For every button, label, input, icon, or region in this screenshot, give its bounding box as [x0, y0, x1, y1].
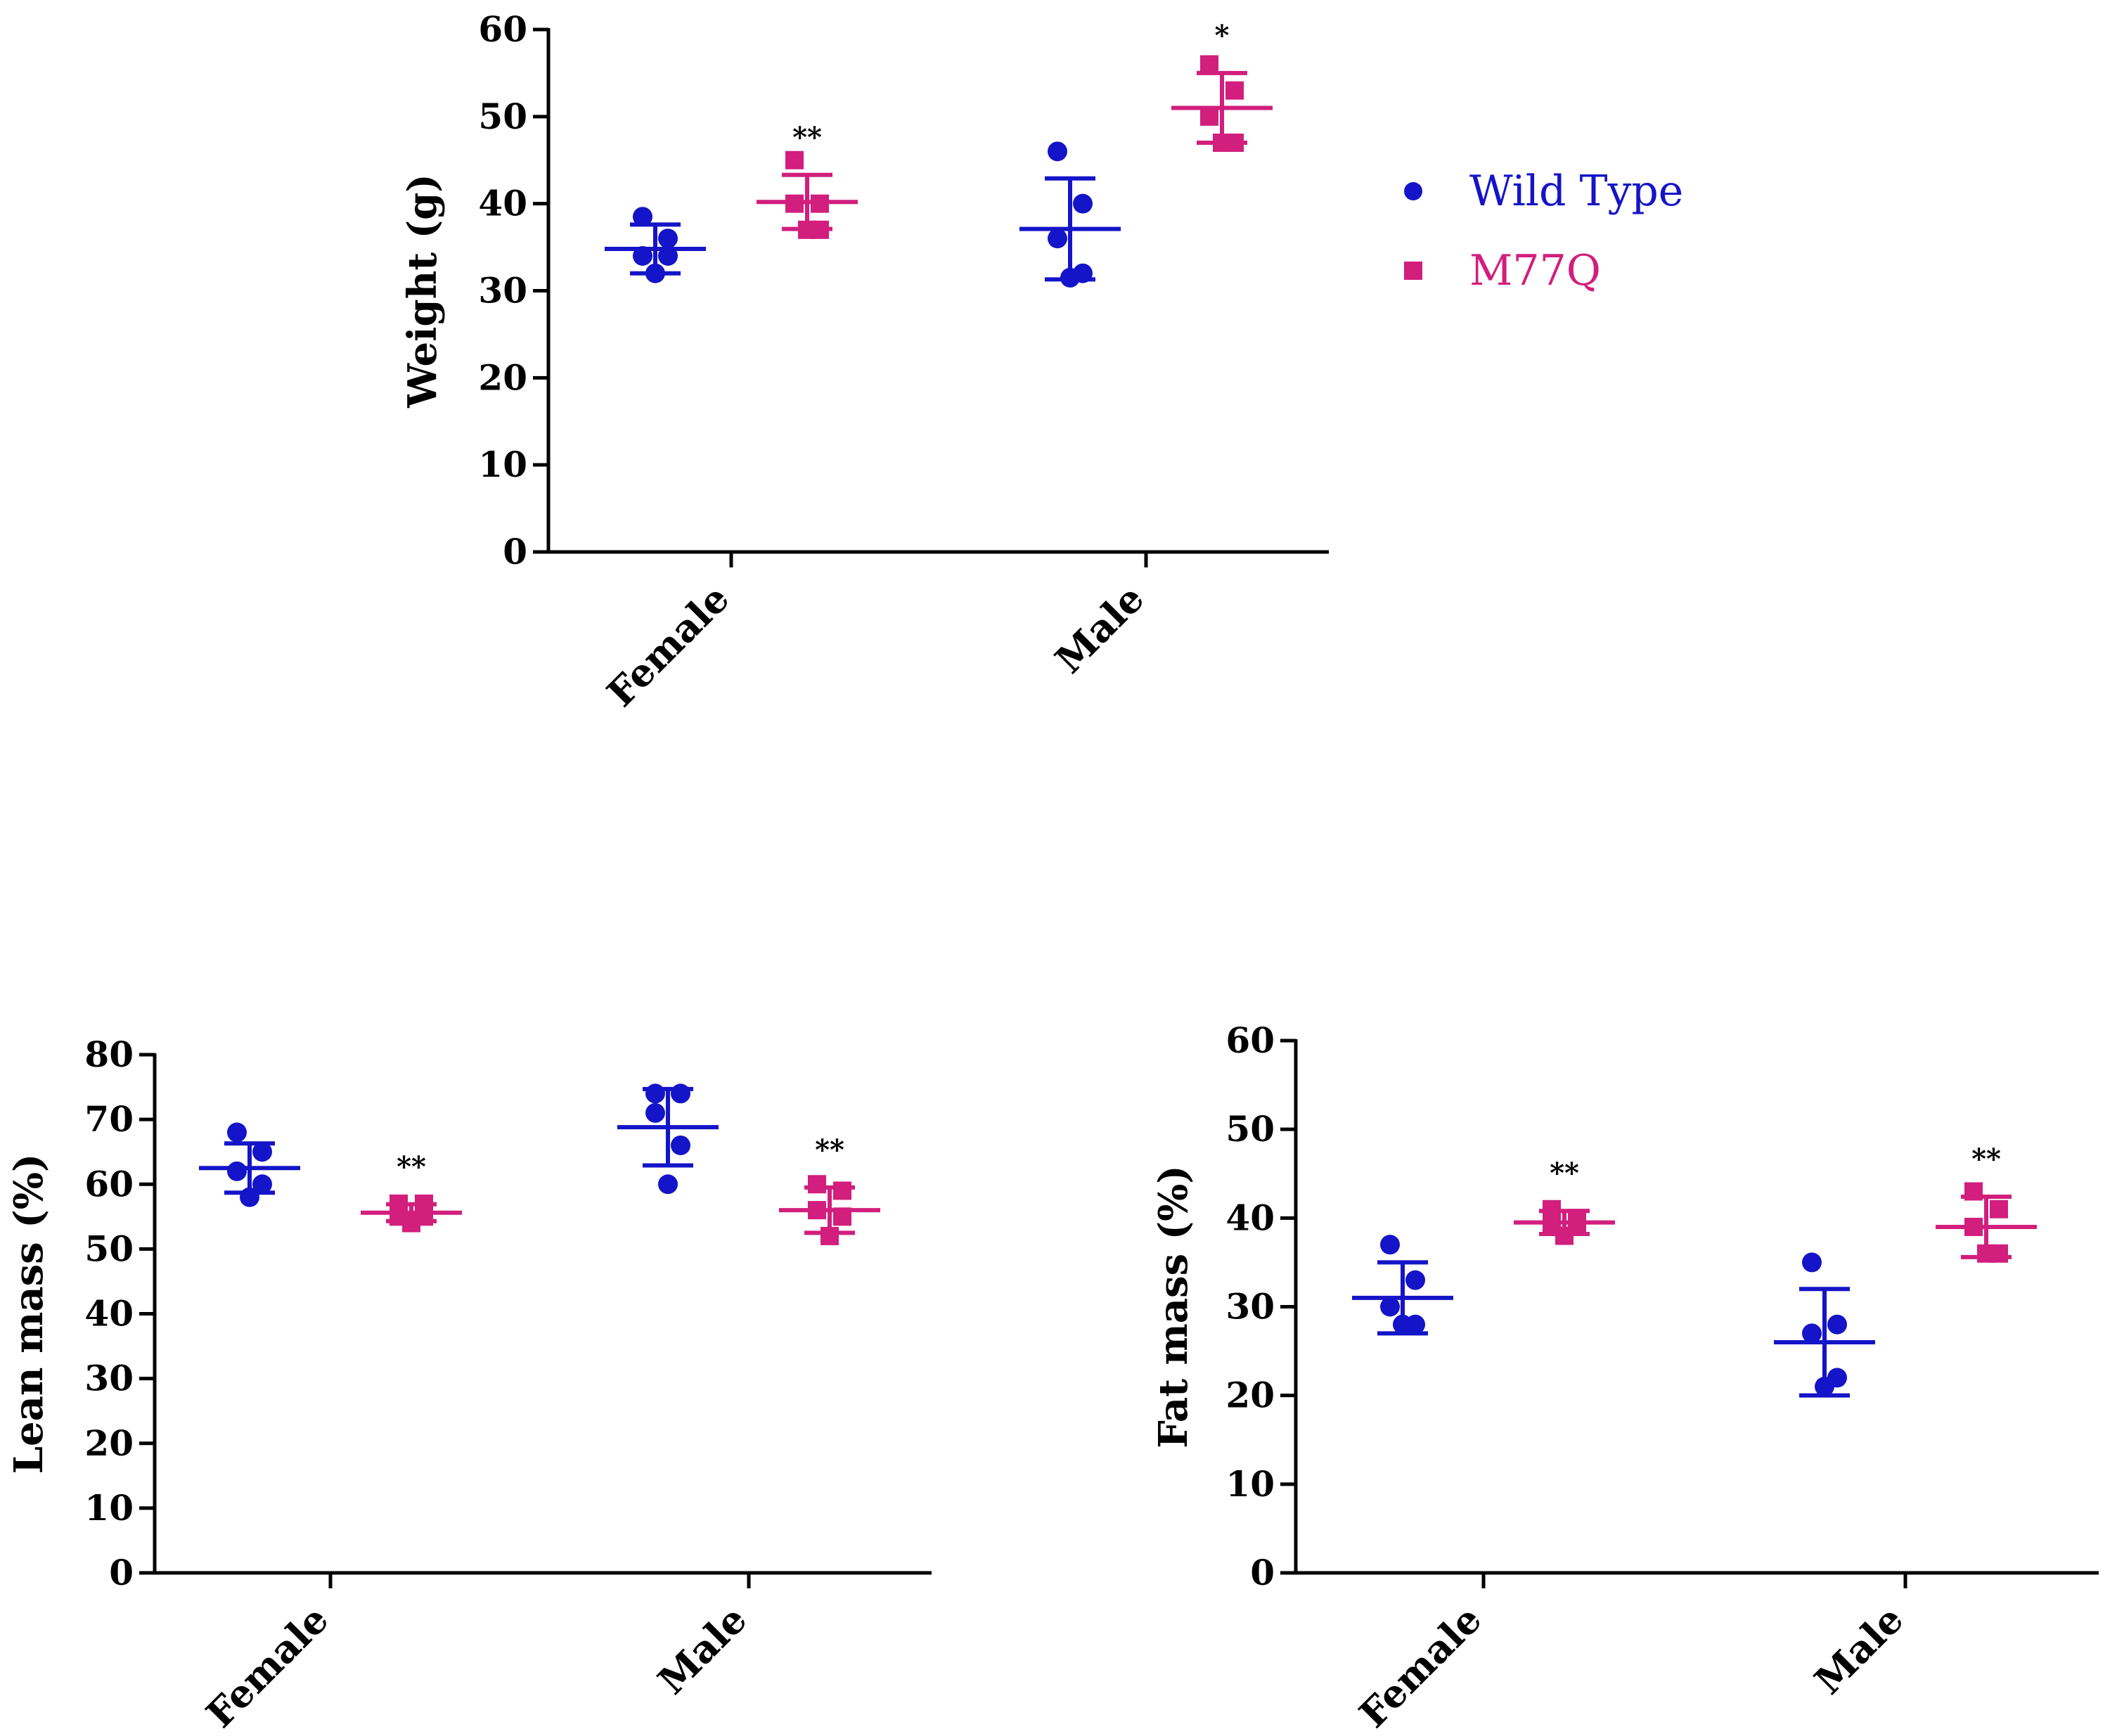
- data-point-m77q-male: [1225, 81, 1244, 100]
- y-tick-label: 20: [84, 1422, 134, 1464]
- data-point-m77q-male: [808, 1201, 826, 1220]
- data-point-m77q-male: [1964, 1182, 1983, 1201]
- data-point-wild-type-male: [671, 1084, 690, 1104]
- data-point-m77q-female: [811, 194, 829, 213]
- fat-mass-chart: 0 10 20 30 40 50 60 Fat mass (%) Female Male ** **: [1150, 1020, 2099, 1736]
- data-point-wild-type-female: [633, 245, 652, 266]
- significance-label-m77q-female: **: [792, 121, 822, 154]
- legend-label-m77q: M77Q: [1469, 246, 1601, 295]
- y-tick-label: 50: [84, 1228, 134, 1269]
- y-tick-label: 60: [478, 8, 527, 50]
- significance-label-m77q-female: **: [1550, 1157, 1579, 1190]
- legend: Wild Type M77Q: [1404, 167, 1683, 295]
- y-tick-label: 40: [478, 183, 527, 224]
- x-tick-label-male: Male: [1046, 576, 1152, 682]
- y-axis-title: Fat mass (%): [1150, 1165, 1197, 1448]
- x-tick-label-female: Female: [1351, 1597, 1491, 1736]
- data-point-wild-type-male: [658, 1174, 678, 1195]
- y-tick-label: 20: [478, 356, 527, 398]
- data-point-m77q-male: [1200, 107, 1218, 126]
- data-point-wild-type-female: [1380, 1297, 1400, 1317]
- data-point-wild-type-male: [1048, 229, 1067, 249]
- data-point-wild-type-male: [1815, 1377, 1834, 1397]
- data-point-wild-type-male: [1073, 193, 1093, 214]
- data-point-wild-type-male: [1802, 1252, 1822, 1273]
- y-tick-label: 70: [84, 1098, 134, 1140]
- data-point-m77q-male: [1964, 1217, 1983, 1236]
- y-axis-title: Lean mass (%): [6, 1154, 52, 1474]
- data-point-m77q-male: [1977, 1244, 1995, 1263]
- significance-label-m77q-male: **: [1971, 1143, 2001, 1176]
- data-point-m77q-female: [785, 150, 804, 169]
- data-point-wild-type-female: [1405, 1270, 1425, 1290]
- data-point-m77q-female: [798, 220, 816, 239]
- data-point-wild-type-male: [1048, 141, 1067, 162]
- data-point-wild-type-male: [645, 1084, 665, 1104]
- data-point-m77q-male: [833, 1181, 851, 1200]
- data-point-m77q-female: [1555, 1226, 1574, 1245]
- y-tick-label: 50: [1225, 1108, 1275, 1150]
- data-point-wild-type-female: [1393, 1314, 1413, 1335]
- data-point-wild-type-female: [645, 263, 665, 283]
- data-point-wild-type-female: [633, 207, 652, 227]
- data-point-m77q-male: [821, 1226, 839, 1245]
- data-point-wild-type-female: [252, 1142, 272, 1162]
- x-tick-label-female: Female: [598, 576, 738, 716]
- legend-label-wild-type: Wild Type: [1469, 167, 1683, 216]
- x-tick-label-female: Female: [198, 1597, 337, 1736]
- y-tick-label: 0: [503, 531, 527, 572]
- data-point-wild-type-female: [252, 1174, 272, 1195]
- y-tick-label: 0: [109, 1552, 134, 1593]
- y-axis-title: Weight (g): [399, 174, 446, 409]
- y-tick-label: 60: [1225, 1020, 1275, 1061]
- significance-label-m77q-female: **: [397, 1150, 426, 1183]
- legend-marker-wild-type: [1404, 182, 1422, 200]
- x-tick-label-male: Male: [1806, 1597, 1912, 1703]
- data-point-m77q-male: [1213, 133, 1231, 152]
- y-tick-label: 10: [478, 444, 527, 485]
- data-point-wild-type-female: [1380, 1235, 1400, 1255]
- data-point-wild-type-male: [1827, 1314, 1847, 1335]
- y-tick-label: 10: [1225, 1463, 1275, 1505]
- data-point-wild-type-female: [227, 1161, 247, 1181]
- data-point-wild-type-female: [240, 1187, 259, 1207]
- data-point-wild-type-male: [645, 1102, 665, 1123]
- y-tick-label: 40: [84, 1293, 134, 1335]
- data-point-wild-type-female: [227, 1122, 247, 1143]
- y-tick-label: 20: [1225, 1375, 1275, 1416]
- data-point-m77q-male: [833, 1207, 851, 1226]
- y-tick-label: 50: [478, 96, 527, 137]
- y-tick-label: 40: [1225, 1197, 1275, 1238]
- y-tick-label: 60: [84, 1163, 134, 1204]
- significance-label-m77q-male: *: [1215, 19, 1230, 52]
- data-point-m77q-female: [1543, 1200, 1561, 1219]
- y-tick-label: 10: [84, 1487, 134, 1529]
- data-point-wild-type-female: [658, 245, 678, 266]
- lean-mass-chart: 0 10 20 30 40 50 60 70 80 Lean mass (%) Female Male…: [6, 1034, 932, 1736]
- data-point-m77q-male: [1990, 1200, 2008, 1219]
- data-point-m77q-male: [1200, 55, 1218, 74]
- data-point-m77q-female: [402, 1214, 420, 1233]
- data-point-wild-type-male: [1060, 267, 1080, 288]
- significance-label-m77q-male: **: [815, 1133, 844, 1166]
- data-point-wild-type-male: [671, 1135, 690, 1155]
- data-point-m77q-female: [785, 194, 804, 213]
- y-tick-label: 0: [1250, 1552, 1275, 1593]
- data-point-wild-type-male: [1802, 1323, 1822, 1344]
- y-tick-label: 80: [84, 1034, 134, 1075]
- x-tick-label-male: Male: [649, 1597, 755, 1703]
- data-point-m77q-male: [808, 1175, 826, 1194]
- legend-marker-m77q: [1404, 262, 1422, 280]
- y-tick-label: 30: [1225, 1286, 1275, 1327]
- data-point-wild-type-female: [658, 229, 678, 249]
- y-tick-label: 30: [478, 270, 527, 311]
- y-tick-label: 30: [84, 1358, 134, 1399]
